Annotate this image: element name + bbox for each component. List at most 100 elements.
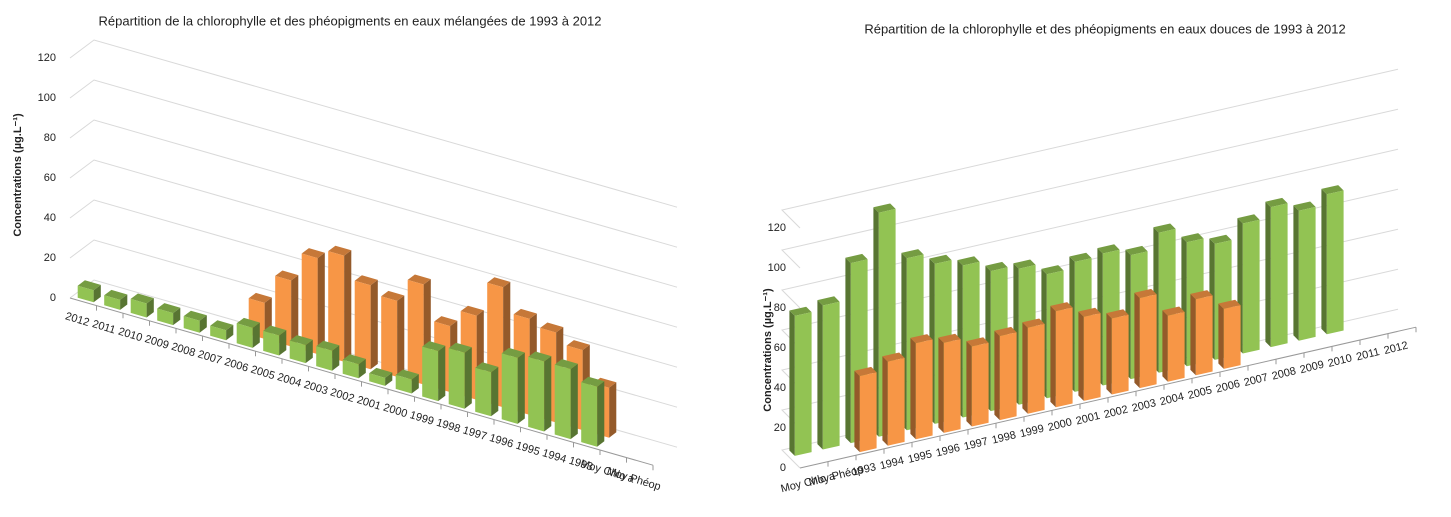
x-tick-label: Moy Phéop xyxy=(605,465,662,493)
bar-side xyxy=(854,370,860,453)
bar-top xyxy=(1134,288,1157,299)
bar xyxy=(157,303,181,326)
x-tick-label: 2009 xyxy=(143,333,170,352)
bar-top xyxy=(581,376,605,387)
bar-front xyxy=(1242,219,1260,354)
bar-top xyxy=(901,249,924,259)
bar-top xyxy=(328,245,352,256)
bar-front xyxy=(1027,323,1045,414)
x-tick-label: 2010 xyxy=(117,326,144,345)
bar-top xyxy=(540,322,564,333)
bar xyxy=(1293,201,1316,341)
y-tick-label: 80 xyxy=(774,302,786,314)
x-tick-label: 2000 xyxy=(1047,416,1074,434)
bar-side xyxy=(994,330,1000,421)
bar-front xyxy=(1298,206,1316,341)
bar-side xyxy=(385,372,393,386)
bar xyxy=(1321,185,1344,335)
bar-side xyxy=(1265,201,1271,348)
grid-line xyxy=(69,119,678,288)
x-tick-label: 1998 xyxy=(435,417,462,436)
bar-top xyxy=(448,342,472,353)
bar-front xyxy=(915,339,933,440)
bar-top xyxy=(1209,234,1232,244)
x-tick-label: 1999 xyxy=(1019,423,1046,441)
bar-side xyxy=(317,252,325,355)
bar-top xyxy=(1125,245,1148,256)
x-tick-label: 1994 xyxy=(879,455,906,473)
bar-top xyxy=(1162,306,1185,316)
bar xyxy=(210,320,234,341)
bar-top xyxy=(422,341,446,352)
x-tick-label: 2004 xyxy=(276,371,303,390)
bar-front xyxy=(999,332,1017,421)
bar-top xyxy=(342,354,366,365)
bar-front xyxy=(422,346,439,402)
bar-top xyxy=(1013,259,1036,269)
bar-front xyxy=(1139,294,1157,389)
bar-top xyxy=(1022,318,1045,328)
bar-top xyxy=(395,369,419,380)
bar xyxy=(381,290,405,377)
bar xyxy=(1265,197,1288,348)
bar xyxy=(104,289,128,310)
bar-front xyxy=(316,346,333,371)
bar xyxy=(422,341,446,402)
bar xyxy=(263,325,287,356)
y-tick-label: 100 xyxy=(38,92,56,104)
bar xyxy=(289,335,313,364)
bar xyxy=(448,342,472,409)
bar-front xyxy=(381,296,398,377)
bar-front xyxy=(407,279,424,385)
bar-front xyxy=(1083,313,1101,401)
bar-front xyxy=(794,312,812,456)
y-axis-label: Concentrations (µg.L⁻¹) xyxy=(762,288,774,412)
bar-side xyxy=(544,356,552,432)
bar-side xyxy=(279,330,287,356)
bar-side xyxy=(120,294,128,310)
bar-side xyxy=(1218,303,1224,369)
bar-top xyxy=(1097,244,1120,254)
bar-side xyxy=(291,275,299,347)
bar-top xyxy=(1041,265,1064,275)
bar-side xyxy=(1134,292,1140,389)
bar xyxy=(342,354,366,379)
bar-top xyxy=(1153,223,1176,233)
bar-top xyxy=(1069,252,1092,262)
bar-top xyxy=(1190,290,1213,300)
bar-top xyxy=(236,317,260,328)
bar-front xyxy=(236,323,253,348)
x-tick-label: 2001 xyxy=(355,394,382,413)
bar-top xyxy=(789,306,812,316)
bar-side xyxy=(882,356,888,446)
bar-top xyxy=(1321,185,1344,195)
x-tick-label: 2012 xyxy=(1383,340,1410,358)
bar xyxy=(789,306,812,456)
bar-side xyxy=(817,300,823,450)
bar-side xyxy=(609,382,617,438)
bar-top xyxy=(1218,299,1241,309)
bar-front xyxy=(289,340,306,364)
bar-side xyxy=(1190,293,1196,376)
bar-top xyxy=(210,320,234,331)
chart-title: Répartition de la chlorophylle et des ph… xyxy=(864,21,1345,36)
bar xyxy=(354,275,378,370)
x-tick-label: 2009 xyxy=(1299,359,1326,377)
bar xyxy=(1050,302,1073,408)
bar xyxy=(581,376,605,447)
bar-top xyxy=(854,366,877,377)
x-tick-label: 2004 xyxy=(1159,391,1186,409)
bar-top xyxy=(1106,309,1129,319)
bar-front xyxy=(77,285,94,303)
bar-front xyxy=(104,295,121,310)
bar xyxy=(882,352,905,446)
bar-side xyxy=(332,345,340,371)
bar-front xyxy=(263,330,280,356)
chart-title: Répartition de la chlorophylle et des ph… xyxy=(98,13,601,28)
bar-top xyxy=(1078,307,1101,317)
bar-front xyxy=(1270,203,1288,348)
bar-top xyxy=(1293,201,1316,211)
bar-front xyxy=(328,251,345,362)
x-tick-label: 2010 xyxy=(1327,352,1354,370)
bar-side xyxy=(438,345,446,402)
